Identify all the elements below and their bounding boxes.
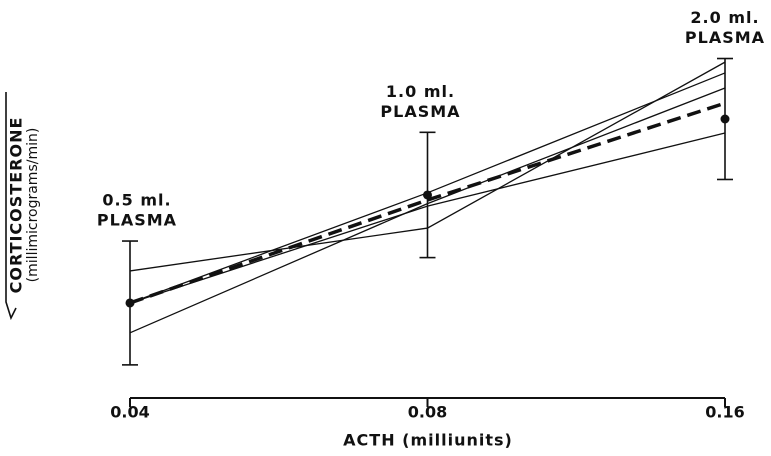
annotation: PLASMA bbox=[685, 28, 765, 47]
x-tick-label: 0.08 bbox=[408, 403, 447, 422]
y-axis-sublabel: (millimicrograms/min) bbox=[25, 128, 41, 283]
mean-point bbox=[720, 114, 730, 124]
mean-point bbox=[423, 190, 432, 200]
y-axis-label-group: CORTICOSTERONE (millimicrograms/min) bbox=[7, 117, 42, 294]
radical-sign bbox=[5, 92, 17, 321]
y-axis-label: CORTICOSTERONE bbox=[7, 117, 26, 294]
x-tick-label: 0.16 bbox=[705, 403, 744, 422]
annotation: 1.0 ml. bbox=[386, 82, 455, 101]
mean-point bbox=[125, 298, 135, 308]
annotation: 2.0 ml. bbox=[690, 8, 759, 27]
annotation: PLASMA bbox=[380, 102, 460, 121]
annotation: 0.5 ml. bbox=[102, 191, 171, 210]
x-axis-label: ACTH (milliunits) bbox=[343, 431, 513, 450]
x-tick-label: 0.04 bbox=[110, 403, 149, 422]
annotation: PLASMA bbox=[97, 211, 177, 230]
